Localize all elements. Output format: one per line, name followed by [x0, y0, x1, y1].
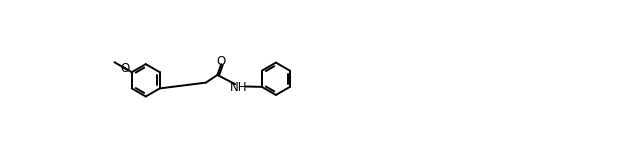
Text: O: O	[217, 55, 226, 68]
Text: NH: NH	[230, 81, 248, 94]
Text: O: O	[121, 62, 130, 75]
